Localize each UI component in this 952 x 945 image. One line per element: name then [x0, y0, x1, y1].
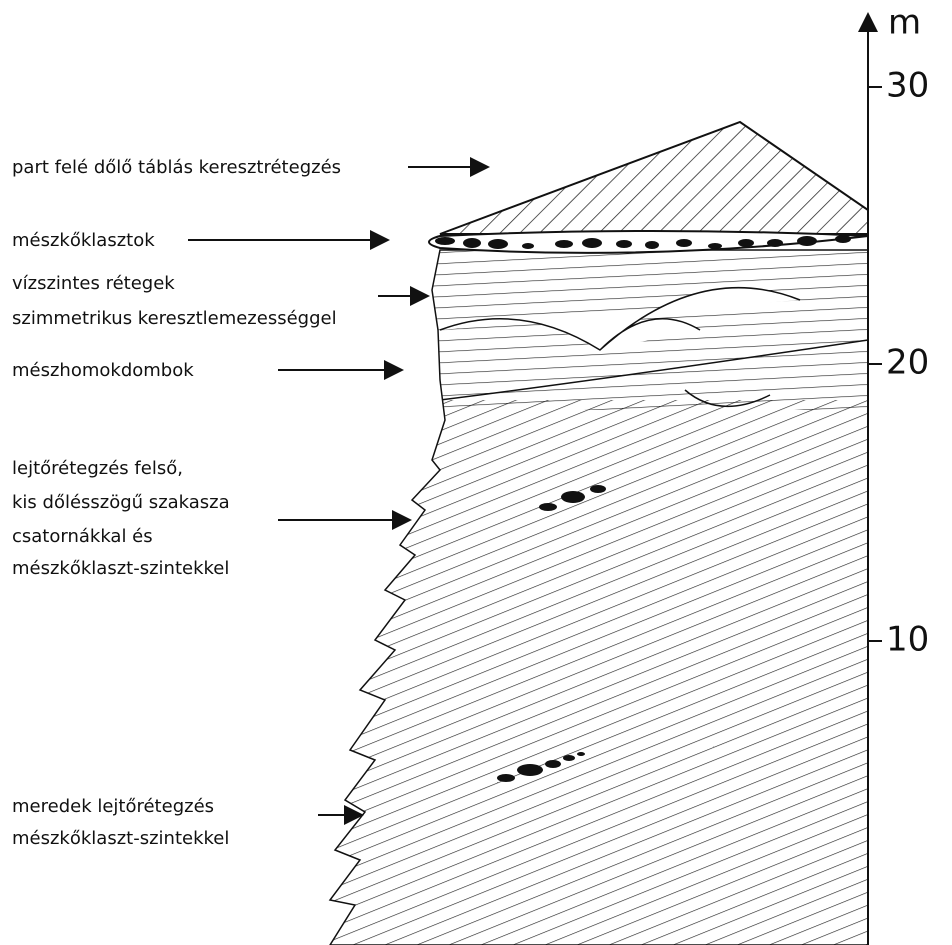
- page: {"axis": {"unit": "m", "ticks": [10, 20,…: [0, 0, 952, 945]
- label: mészhomokdombok: [12, 360, 194, 381]
- section-diagram: part felé dőlő táblás keresztrétegzés mé…: [0, 0, 952, 945]
- label: part felé dőlő táblás keresztrétegzés: [12, 157, 341, 178]
- label: szimmetrikus keresztlemezességgel: [12, 308, 337, 329]
- label: lejtőrétegzés felső,: [12, 458, 183, 479]
- label: csatornákkal és: [12, 526, 153, 547]
- tick-label: 20: [886, 343, 929, 383]
- label: kis dőlésszögű szakasza: [12, 492, 230, 513]
- label: mészkőklaszt-szintekkel: [12, 828, 229, 849]
- tick-label: 10: [886, 620, 929, 660]
- tick-label: 30: [886, 66, 929, 106]
- height-axis: m 10 20 30: [868, 3, 929, 945]
- label: meredek lejtőrétegzés: [12, 796, 214, 817]
- axis-unit: m: [888, 3, 921, 43]
- label: mészkőklaszt-szintekkel: [12, 558, 229, 579]
- label: mészkőklasztok: [12, 230, 155, 251]
- cross-bedding: [440, 122, 868, 234]
- strata: [320, 122, 880, 945]
- slope-layers: [320, 400, 880, 945]
- label: vízszintes rétegek: [12, 273, 175, 294]
